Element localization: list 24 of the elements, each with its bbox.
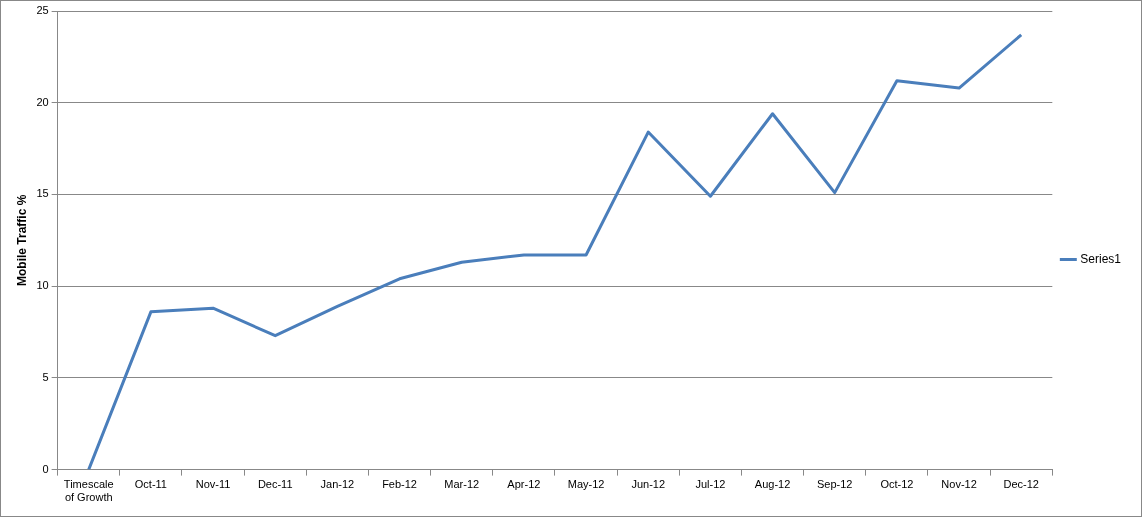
x-tick-label: Jan-12 [320,478,355,491]
x-tick-label: Timescale of Growth [63,478,114,504]
x-tick-label: Apr-12 [507,478,541,491]
legend-label: Series1 [1080,251,1122,266]
y-tick-label: 20 [36,95,49,108]
x-tick-label: Oct-12 [880,478,914,491]
x-tick-label: Jul-12 [695,478,726,491]
x-tick-label: Dec-11 [257,478,293,491]
x-tick-label: Nov-12 [941,478,977,491]
y-axis-title: Mobile Traffic % [14,194,29,286]
x-tick-label: Nov-11 [195,478,231,491]
x-tick-label: Oct-11 [134,478,167,491]
x-tick-label: Aug-12 [754,478,791,491]
y-tick-label: 25 [36,4,49,17]
x-tick-label: May-12 [567,478,605,491]
x-tick-label: Jun-12 [631,478,666,491]
x-tick-label: Sep-12 [816,478,853,491]
x-tick-label: Feb-12 [382,478,417,491]
y-tick-label: 5 [42,370,49,383]
y-tick-label: 0 [42,462,49,475]
x-tick-label: Mar-12 [444,478,480,491]
y-tick-label: 15 [36,187,49,200]
x-tick-label: Dec-12 [1003,478,1039,491]
y-tick-label: 10 [36,279,49,292]
